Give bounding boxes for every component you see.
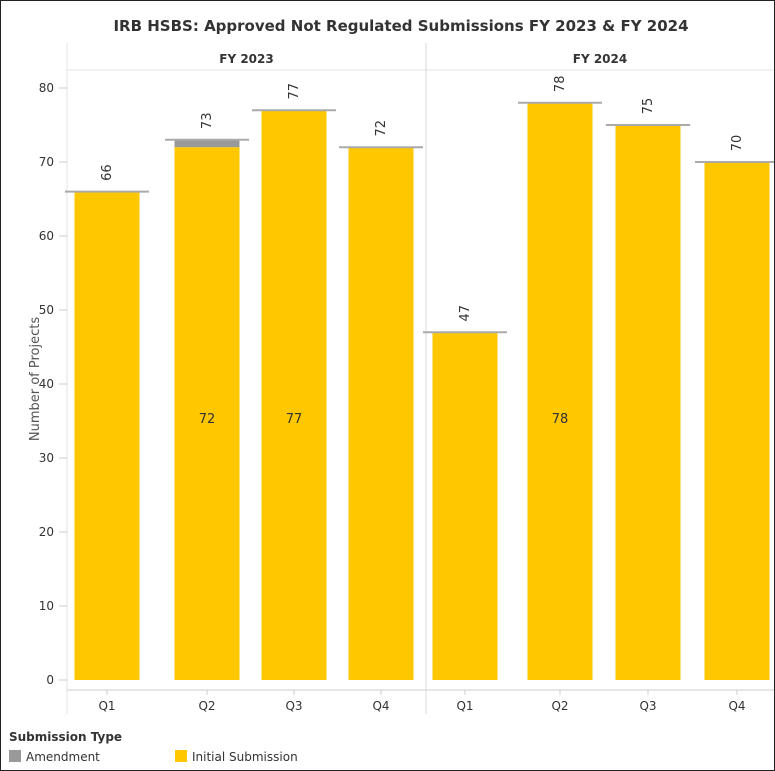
bar-total-label: 77 [287,83,302,100]
bar-total-label: 78 [553,76,568,93]
bar-inner-label: 78 [552,412,569,427]
panel-label: FY 2023 [219,52,273,66]
panel-label: FY 2024 [573,52,627,66]
bar-initial-submission [74,191,140,680]
y-tick-label: 10 [39,599,54,613]
legend-item-label: Amendment [26,750,100,764]
y-tick-label: 40 [39,377,54,391]
bar-initial-submission [527,102,593,681]
bar-initial-submission [432,332,498,680]
bar-initial-submission [174,147,240,680]
x-category-label: Q1 [456,699,473,713]
x-category-label: Q1 [98,699,115,713]
bar-initial-submission [348,147,414,680]
y-tick-label: 70 [39,155,54,169]
x-category-label: Q2 [551,699,568,713]
bar-inner-label: 77 [286,412,303,427]
bar-total-label: 47 [458,305,473,322]
bar-total-label: 66 [100,164,115,181]
x-category-label: Q2 [198,699,215,713]
y-tick-label: 60 [39,229,54,243]
legend-swatch [175,750,187,762]
bar-amendment [174,139,240,148]
bar-total-label: 75 [641,98,656,115]
bar-total-label: 72 [374,120,389,137]
y-tick-label: 20 [39,525,54,539]
x-category-label: Q3 [285,699,302,713]
bar-initial-submission [261,110,327,680]
y-axis-label: Number of Projects [28,317,43,441]
y-tick-label: 80 [39,81,54,95]
x-category-label: Q4 [728,699,745,713]
bar-initial-submission [704,162,770,680]
y-tick-label: 30 [39,451,54,465]
bar-total-label: 73 [200,113,215,130]
bar-total-label: 70 [730,135,745,152]
y-tick-label: 50 [39,303,54,317]
bar-inner-label: 72 [199,412,216,427]
x-category-label: Q3 [639,699,656,713]
legend-title: Submission Type [9,730,122,744]
bar-initial-submission [615,125,681,680]
y-tick-label: 0 [46,673,54,687]
x-category-label: Q4 [372,699,389,713]
chart-title: IRB HSBS: Approved Not Regulated Submiss… [113,17,688,35]
legend-swatch [9,750,21,762]
legend-item-label: Initial Submission [192,750,298,764]
